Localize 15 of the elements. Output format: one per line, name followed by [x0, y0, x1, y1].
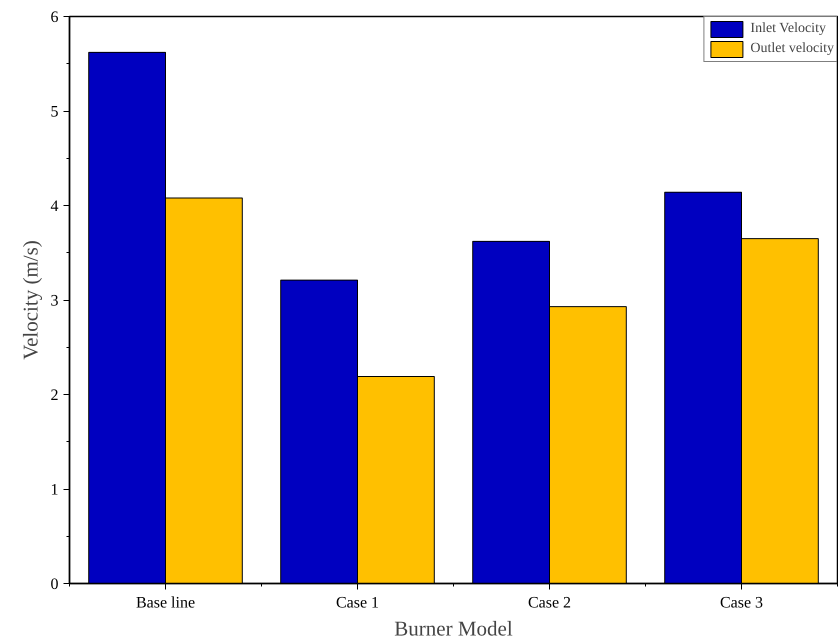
y-axis-title: Velocity (m/s) — [18, 240, 42, 360]
x-tick-label: Case 3 — [720, 594, 764, 612]
legend-label: Outlet velocity — [750, 40, 834, 58]
y-tick-label: 1 — [50, 482, 58, 498]
y-tick-label: 0 — [50, 576, 58, 593]
x-tick-label: Base line — [136, 594, 196, 612]
x-tick-label: Case 1 — [336, 594, 380, 612]
y-tick-label: 4 — [50, 198, 58, 215]
x-tick-label: Case 2 — [528, 594, 572, 612]
y-tick-label: 2 — [50, 387, 58, 404]
y-tick-label: 3 — [50, 292, 58, 310]
y-tick-label: 5 — [50, 104, 58, 120]
y-tick-label: 6 — [50, 9, 58, 26]
x-axis-title: Burner Model — [394, 616, 513, 640]
legend-label: Inlet Velocity — [750, 20, 826, 38]
